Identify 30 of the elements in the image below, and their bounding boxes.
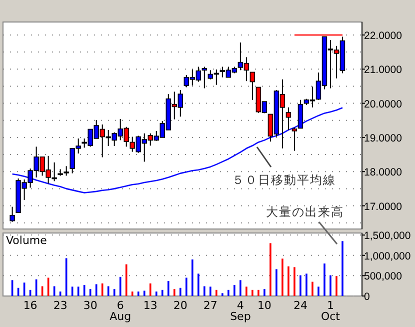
y-tick-label: 22.0000 xyxy=(364,30,402,42)
x-tick-label: 1 Oct xyxy=(320,299,341,323)
x-tick-label: 10 xyxy=(257,299,272,312)
x-tick-label: 30 xyxy=(83,299,98,312)
x-tick-label: 6 Aug xyxy=(110,299,132,323)
x-tick-label: 27 xyxy=(203,299,218,312)
x-tick-label: 16 xyxy=(23,299,38,312)
chart-title: Volume xyxy=(6,234,48,247)
y-tick-label: 19.0000 xyxy=(364,132,402,144)
x-tick-label: 13 xyxy=(143,299,158,312)
annotation: 大量の出来高 xyxy=(266,205,344,219)
candlestick xyxy=(286,106,292,130)
y-tick-label: 500,000 xyxy=(364,270,402,283)
y-tick-label: 21.0000 xyxy=(364,64,402,76)
candlestick xyxy=(64,166,69,176)
y-tick-label: 1,000,000 xyxy=(364,250,411,262)
y-tick-label: 1,500,000 xyxy=(364,230,411,242)
annotation: ５０日移動平均線 xyxy=(232,173,336,187)
candlestick xyxy=(292,127,298,152)
x-tick-label: 24 xyxy=(293,299,308,312)
candlestick xyxy=(250,72,256,100)
x-tick-label: 23 xyxy=(53,299,68,312)
x-tick-label: 20 xyxy=(173,299,188,312)
y-tick-label: 20.0000 xyxy=(364,98,402,110)
y-tick-label: 17.0000 xyxy=(364,200,402,213)
candlestick xyxy=(10,206,15,222)
candlestick xyxy=(202,66,208,89)
x-tick-label: 4 Sep xyxy=(230,299,251,323)
y-tick-label: 18.0000 xyxy=(364,166,402,179)
y-tick-label: 0 xyxy=(364,291,370,303)
